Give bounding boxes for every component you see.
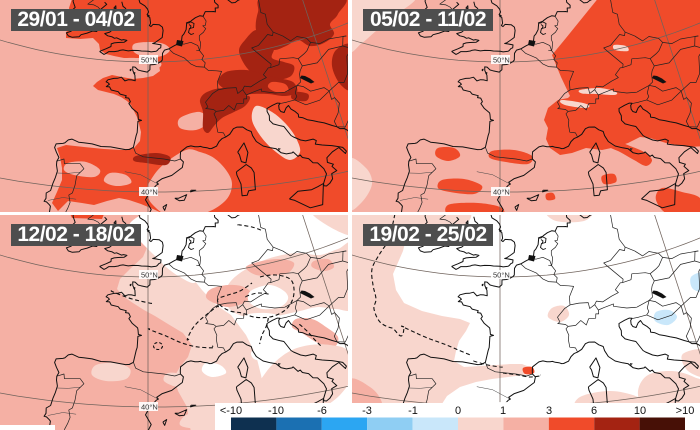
svg-text:50°N: 50°N <box>141 56 158 65</box>
svg-text:6: 6 <box>591 405 597 417</box>
svg-text:50°N: 50°N <box>141 271 158 280</box>
svg-text:40°N: 40°N <box>141 403 158 412</box>
svg-text:-6: -6 <box>317 405 327 417</box>
svg-text:50°N: 50°N <box>493 56 510 65</box>
svg-text:3: 3 <box>546 405 552 417</box>
svg-text:10: 10 <box>634 405 646 417</box>
svg-text:40°N: 40°N <box>141 188 158 197</box>
svg-text:-10: -10 <box>268 405 284 417</box>
svg-text:<-10: <-10 <box>220 405 242 417</box>
svg-text:1: 1 <box>500 405 506 417</box>
svg-text:>10: >10 <box>676 405 695 417</box>
svg-text:0: 0 <box>455 405 461 417</box>
svg-text:40°N: 40°N <box>493 188 510 197</box>
svg-text:-3: -3 <box>362 405 372 417</box>
svg-text:-1: -1 <box>408 405 418 417</box>
svg-text:50°N: 50°N <box>493 271 510 280</box>
